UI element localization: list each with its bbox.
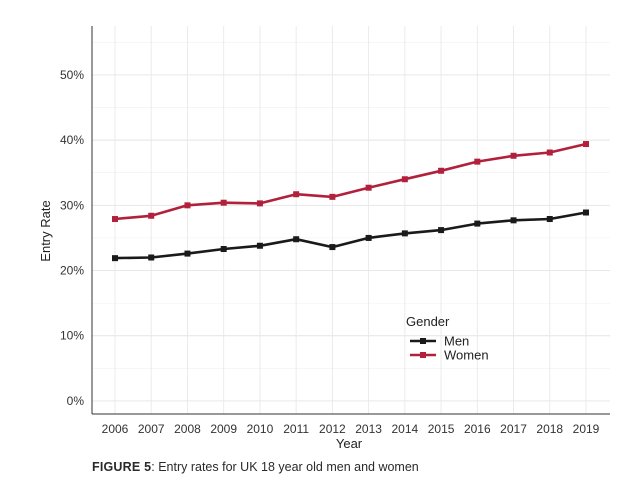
ticks-layer: 0% 10% 20% 30% 40% 50% 2006 2007 2008 2009 2010 201… — [60, 68, 600, 436]
data-point-women — [256, 200, 263, 207]
figure-caption: FIGURE 5: Entry rates for UK 18 year old… — [92, 460, 419, 474]
series-line-men — [113, 211, 588, 260]
data-point-women — [329, 193, 336, 200]
data-point-women — [583, 141, 589, 148]
data-point-men — [438, 227, 445, 234]
y-tick-label: 40% — [60, 133, 84, 147]
data-point-men — [256, 242, 263, 249]
data-point-men — [329, 244, 336, 251]
y-tick-label: 0% — [67, 394, 85, 408]
data-point-men — [184, 250, 191, 257]
legend-marker-women — [420, 352, 426, 358]
caption-text: : Entry rates for UK 18 year old men and… — [151, 460, 419, 474]
data-point-women — [112, 216, 118, 223]
x-tick-label: 2009 — [210, 422, 237, 436]
y-axis-title: Entry Rate — [38, 200, 53, 261]
x-tick-label: 2017 — [500, 422, 527, 436]
y-tick-label: 30% — [60, 198, 84, 212]
y-tick-label: 10% — [60, 329, 84, 343]
data-point-men — [148, 254, 155, 261]
data-point-women — [438, 167, 445, 174]
x-tick-label: 2015 — [428, 422, 455, 436]
data-point-women — [474, 158, 481, 165]
data-point-women — [220, 199, 227, 206]
x-tick-label: 2014 — [391, 422, 418, 436]
data-point-women — [510, 152, 517, 159]
x-axis-title: Year — [336, 436, 363, 451]
data-point-women — [293, 191, 300, 198]
x-tick-label: 2006 — [102, 422, 129, 436]
data-point-women — [184, 202, 191, 209]
legend-marker-men — [420, 338, 426, 344]
data-point-men — [220, 246, 227, 253]
x-tick-label: 2007 — [138, 422, 165, 436]
x-tick-label: 2019 — [573, 422, 600, 436]
data-point-men — [510, 217, 517, 224]
series-layer — [112, 141, 589, 262]
x-tick-label: 2013 — [355, 422, 382, 436]
data-point-women — [148, 212, 155, 219]
y-tick-label: 50% — [60, 68, 84, 82]
axes-layer — [91, 26, 610, 415]
x-tick-label: 2010 — [247, 422, 274, 436]
data-point-men — [583, 209, 589, 216]
data-point-men — [293, 236, 300, 243]
x-tick-label: 2012 — [319, 422, 346, 436]
legend-label-women: Women — [444, 348, 489, 363]
data-point-men — [401, 230, 408, 237]
data-point-women — [365, 184, 372, 191]
y-tick-label: 20% — [60, 264, 84, 278]
x-tick-label: 2011 — [283, 422, 309, 436]
series-line-women — [113, 142, 588, 221]
data-point-men — [365, 234, 372, 241]
x-tick-label: 2016 — [464, 422, 491, 436]
legend-title: Gender — [406, 314, 450, 329]
data-point-women — [546, 149, 553, 156]
x-tick-label: 2008 — [174, 422, 201, 436]
data-point-men — [474, 220, 481, 227]
data-point-men — [112, 255, 118, 262]
legend-label-men: Men — [444, 334, 469, 349]
data-point-women — [401, 176, 408, 183]
x-tick-label: 2018 — [536, 422, 563, 436]
grid-layer — [92, 26, 610, 414]
data-point-men — [546, 216, 553, 223]
figure-label: FIGURE 5 — [92, 460, 152, 474]
